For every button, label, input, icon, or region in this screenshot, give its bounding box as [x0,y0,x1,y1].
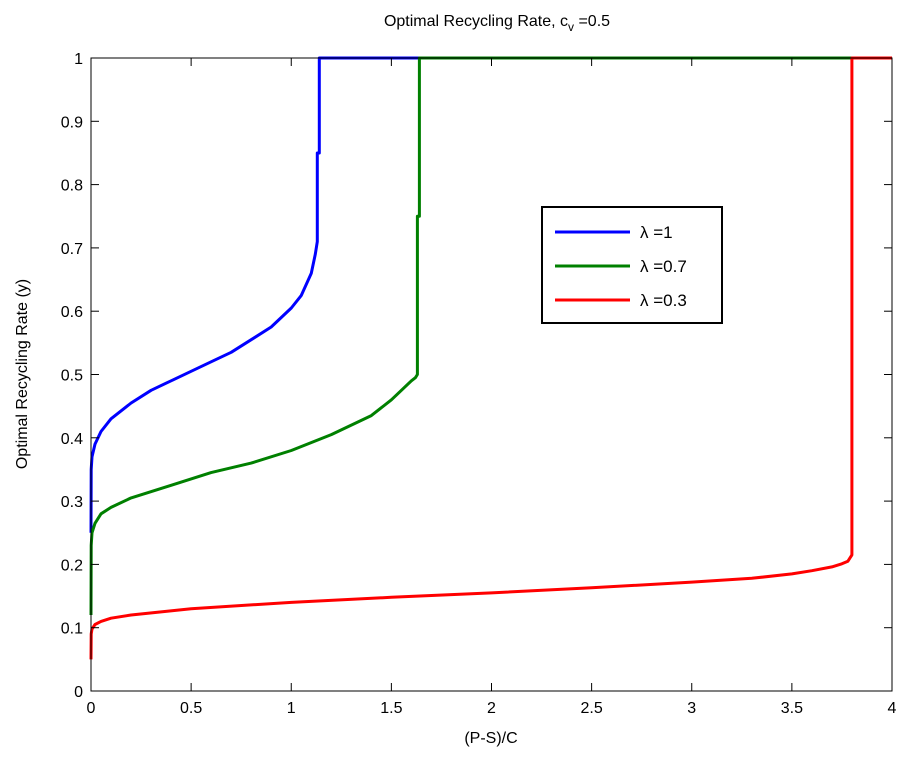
x-tick-label: 2.5 [581,700,603,717]
series-line-3 [89,56,892,660]
y-tick-label: 0.7 [61,241,83,258]
x-tick-label: 1.5 [380,700,402,717]
legend-label-3: λ =0.3 [640,291,687,310]
y-tick-label: 0.6 [61,304,83,321]
legend-label-2: λ =0.7 [640,257,687,276]
y-tick-label: 0.1 [61,621,83,638]
x-tick-label: 3.5 [781,700,803,717]
plot-frame [90,57,893,692]
legend-label-1: λ =1 [640,223,673,242]
y-tick-label: 0 [74,684,83,701]
x-tick-label: 0 [87,700,96,717]
y-tick-label: 0.5 [61,368,83,385]
y-tick-label: 0.8 [61,178,83,195]
chart-title: Optimal Recycling Rate, cv =0.5 [384,13,610,34]
y-tick-label: 0.4 [61,431,83,448]
x-tick-label: 1 [287,700,296,717]
chart-title-suffix: =0.5 [574,13,610,30]
plot-area [91,58,892,691]
y-tick-label: 0.2 [61,557,83,574]
x-tick-label: 2 [487,700,496,717]
chart-title-subscript: v [568,20,574,34]
x-tick-label: 3 [687,700,696,717]
ticks-layer: 0 0.5 1 1.5 2 2.5 3 3.5 4 0 0.1 0.2 0.3 0.4 0.5 0.6 0.7 0… [61,51,897,717]
y-tick-label: 0.9 [61,114,83,131]
y-axis-label: Optimal Recycling Rate (y) [14,279,31,469]
chart-title-main: Optimal Recycling Rate, c [384,13,568,30]
x-tick-label: 0.5 [180,700,202,717]
x-axis-label: (P-S)/C [464,730,517,747]
x-tick-label: 4 [888,700,897,717]
y-tick-label: 1 [74,51,83,68]
legend: λ =1 λ =0.7 λ =0.3 [541,206,723,324]
y-tick-label: 0.3 [61,494,83,511]
